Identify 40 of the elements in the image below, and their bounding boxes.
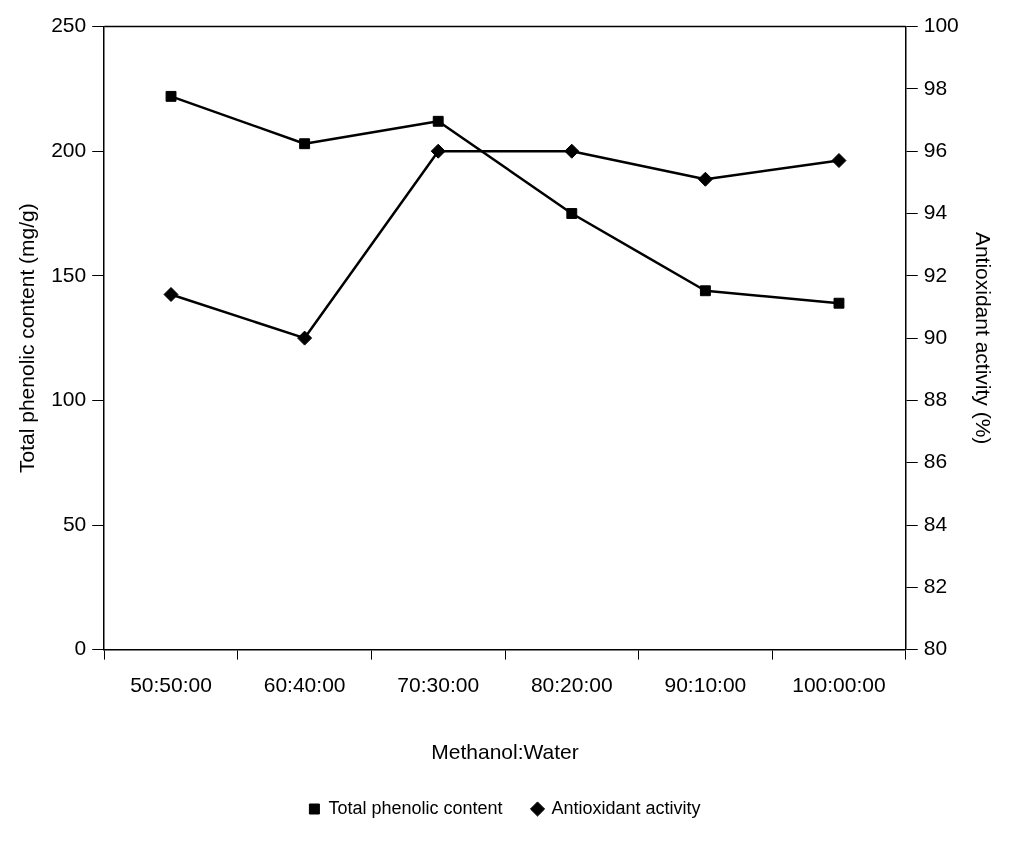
point — [564, 143, 580, 159]
y-tick-label: 250 — [51, 13, 87, 37]
y-tick-label: 100 — [51, 387, 87, 411]
point — [163, 286, 179, 302]
x-tick-label: 60:40:00 — [263, 673, 346, 696]
x-tick-label: 70:30:00 — [397, 673, 480, 696]
legend-label: Total phenolic content — [328, 797, 503, 818]
point — [566, 208, 578, 219]
point — [831, 153, 847, 169]
y2-tick-label: 88 — [923, 387, 948, 411]
y2-tick-label: 96 — [923, 138, 948, 161]
y2-tick-label: 82 — [923, 574, 948, 598]
y2-tick-label: 92 — [923, 262, 948, 286]
y2-tick-label: 98 — [923, 75, 948, 99]
x-tick-label: 90:10:00 — [664, 673, 747, 696]
y-tick-label: 0 — [74, 636, 87, 660]
point — [165, 90, 177, 102]
legend-label: Antioxidant activity — [551, 797, 701, 818]
point — [430, 143, 446, 159]
point — [699, 285, 711, 297]
x-axis-title: Methanol:Water — [431, 740, 579, 764]
point — [833, 297, 845, 309]
x-tick-label: 50:50:00 — [130, 673, 212, 696]
y2-axis-title: Antioxidant activity (%) — [971, 231, 995, 445]
y2-tick-label: 84 — [923, 511, 948, 535]
y2-tick-label: 100 — [923, 13, 959, 37]
point — [297, 330, 313, 346]
y2-tick-label: 86 — [923, 449, 948, 473]
y2-tick-label: 90 — [923, 324, 948, 348]
point — [299, 138, 311, 150]
point — [697, 171, 713, 187]
point — [432, 115, 444, 127]
x-tick-label: 80:20:00 — [530, 673, 613, 696]
x-tick-label: 100:00:00 — [792, 673, 886, 696]
y2-tick-label: 94 — [923, 200, 948, 224]
y-tick-label: 50 — [62, 511, 87, 535]
y-axis-title: Total phenolic content (mg/g) — [15, 203, 39, 473]
y-tick-label: 200 — [51, 138, 87, 161]
y2-tick-label: 80 — [923, 636, 948, 660]
y-tick-label: 150 — [51, 262, 87, 286]
